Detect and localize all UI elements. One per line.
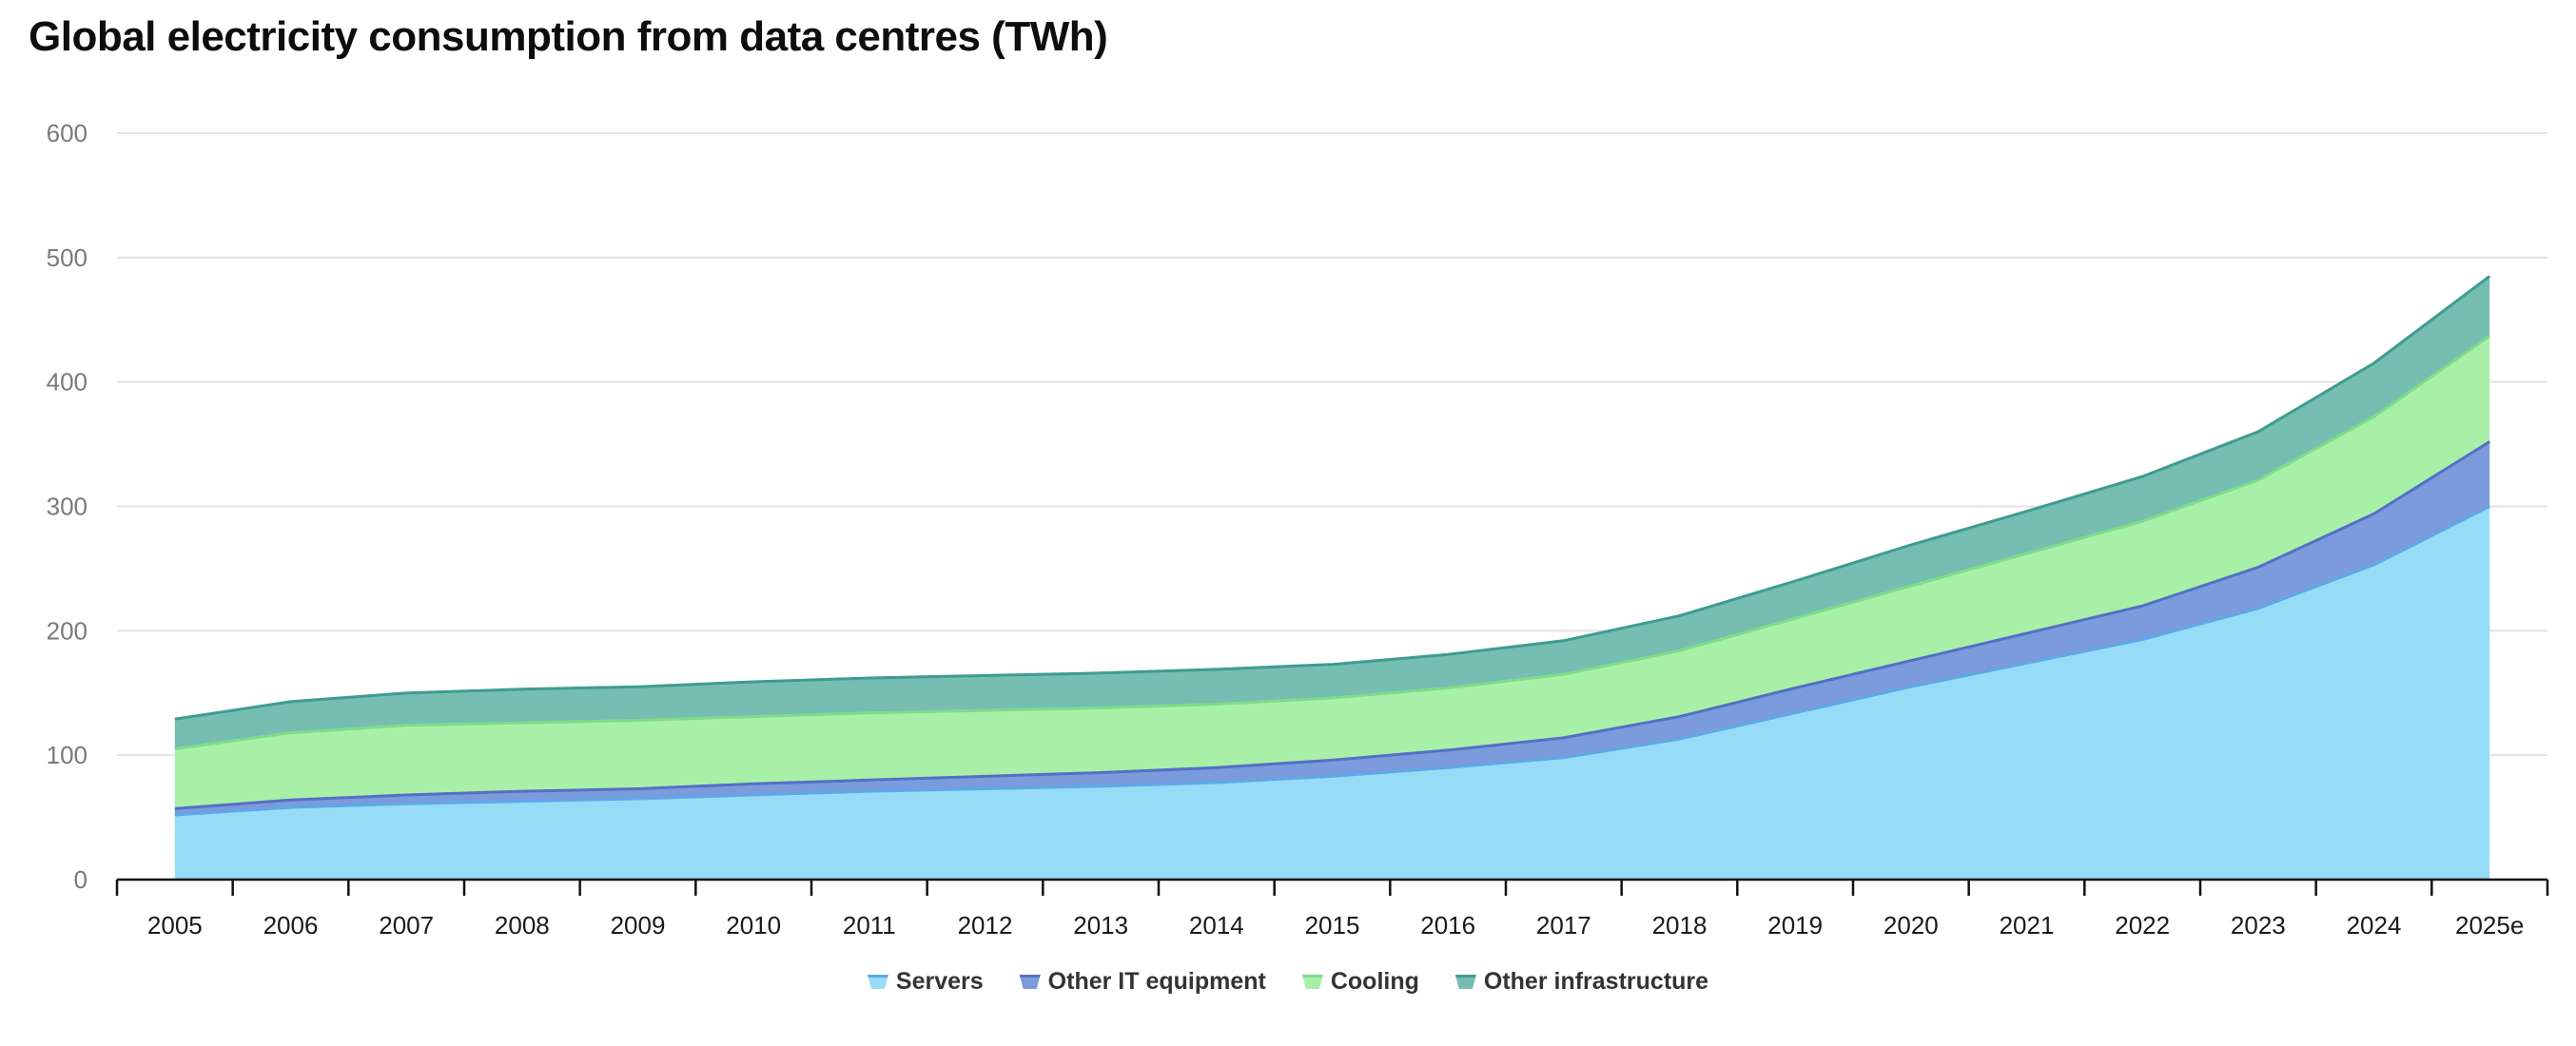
x-tick-label: 2025e: [2455, 911, 2524, 939]
y-tick-label: 200: [47, 616, 88, 645]
x-tick-label: 2019: [1767, 911, 1823, 939]
legend-item-servers[interactable]: Servers: [867, 968, 984, 996]
series-areas: [174, 276, 2490, 880]
legend-item-other-infrastructure[interactable]: Other infrastructure: [1454, 968, 1709, 996]
x-tick-label: 2024: [2347, 911, 2402, 939]
x-tick-label: 2017: [1536, 911, 1591, 939]
series-lines: [174, 275, 2491, 817]
y-tick-label: 600: [47, 119, 88, 147]
legend-label: Other IT equipment: [1047, 968, 1266, 995]
y-tick-label: 400: [47, 368, 88, 397]
legend-swatch: [867, 975, 888, 989]
chart-title: Global electricity consumption from data…: [29, 13, 1108, 60]
x-tick-label: 2013: [1073, 911, 1128, 939]
legend-label: Servers: [895, 968, 984, 995]
x-tick-label: 2005: [147, 911, 203, 939]
x-tick-label: 2020: [1883, 911, 1939, 939]
line-servers: [174, 505, 2490, 817]
x-axis: [115, 878, 2549, 896]
x-axis-tick-labels: 2005 2006 2007 2008 2009 2010 2011 2012 2013 2014…: [147, 911, 2524, 939]
x-tick-label: 2006: [263, 911, 319, 939]
legend-item-other-it-equipment[interactable]: Other IT equipment: [1019, 968, 1266, 996]
x-tick-label: 2018: [1652, 911, 1708, 939]
y-tick-label: 300: [47, 493, 88, 521]
legend-swatch: [1454, 975, 1476, 989]
legend-swatch: [1301, 975, 1323, 989]
legend-swatch: [1019, 975, 1041, 989]
x-tick-label: 2011: [843, 911, 896, 939]
area-servers: [174, 506, 2490, 880]
x-tick-label: 2009: [611, 911, 666, 939]
x-tick-label: 2007: [379, 911, 434, 939]
x-tick-label: 2012: [958, 911, 1013, 939]
y-tick-label: 0: [74, 865, 88, 894]
x-tick-label: 2016: [1420, 911, 1475, 939]
line-other-infrastructure: [174, 275, 2491, 721]
x-tick-label: 2008: [495, 911, 550, 939]
y-tick-label: 500: [47, 243, 88, 272]
x-tick-label: 2022: [2115, 911, 2170, 939]
x-tick-label: 2021: [2000, 911, 2055, 939]
x-tick-label: 2014: [1189, 911, 1244, 939]
x-tick-label: 2023: [2231, 911, 2286, 939]
x-tick-label: 2015: [1305, 911, 1360, 939]
x-tick-label: 2010: [726, 911, 781, 939]
line-other-it-equipment: [174, 440, 2490, 810]
legend: Servers Other IT equipment Cooling Other in…: [0, 968, 2576, 996]
area-cooling: [174, 336, 2490, 809]
legend-label: Cooling: [1330, 968, 1419, 995]
legend-item-cooling[interactable]: Cooling: [1301, 968, 1419, 996]
stacked-area-chart: 0 100 200 300 400 500 600 2005 2006 2007 2008 2009…: [47, 119, 2549, 939]
y-axis-tick-labels: 0 100 200 300 400 500 600: [47, 119, 88, 894]
legend-label: Other infrastructure: [1483, 968, 1709, 995]
y-tick-label: 100: [47, 741, 88, 769]
line-cooling: [174, 335, 2491, 751]
